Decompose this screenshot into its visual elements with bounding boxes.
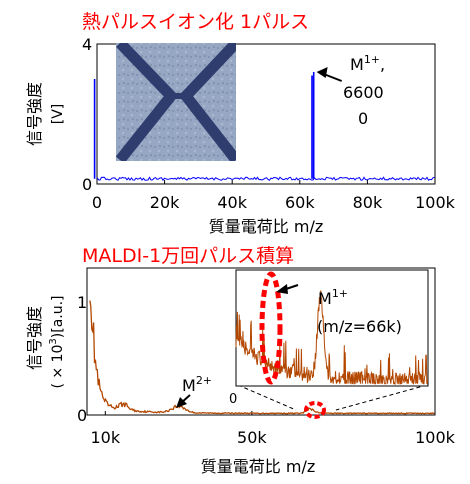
bottom-y-ticks: 01 [77,293,87,425]
top-x-tick-label: 60k [285,193,315,212]
bottom-chart-title: MALDI-1万回パルス積算 [82,245,294,267]
bottom-plot-frame [86,267,436,416]
bottom-x-axis-label: 質量電荷比 m/z [201,457,315,476]
top-y-tick-label: 0 [82,175,92,194]
top-x-tick-label: 0 [92,193,102,212]
top-y-axis-unit: [V] [50,104,66,125]
bottom-series-line [89,300,435,415]
top-peak-arrow [323,73,343,82]
top-peak-label: M1+, [350,53,385,74]
top-x-ticks: 0 20k 40k 60k 80k 100k [92,180,456,212]
inset-y-tick-label: 0 [229,392,237,407]
top-peak-value-line3: 0 [358,109,368,128]
bottom-y-tick-label: 0 [77,406,87,425]
bottom-y-tick-label: 1 [77,293,87,312]
top-plot-frame [96,43,436,185]
bottom-x-ticks: 10k 50k 100k [91,411,456,447]
microscope-x-electrode-photo [116,43,236,161]
top-y-ticks: 04 [82,35,92,194]
main-peak-highlight [304,401,326,419]
inset-peak-highlight [259,271,283,385]
top-peak-value-line2: 6600 [343,83,384,102]
bottom-x-tick-label: 100k [415,428,456,447]
bottom-x-tick-label: 50k [237,428,267,447]
top-peak-arrowhead [316,67,328,78]
top-x-tick-label: 20k [150,193,180,212]
top-x-tick-label: 80k [353,193,383,212]
inset-peak-arrowhead [276,284,288,294]
inset-zoom-guide-left [237,384,297,411]
top-series-spikes [93,72,315,179]
inset-zoom-guide-right [335,384,428,411]
inset-peak-label: M1+ [318,287,348,308]
top-x-axis-label: 質量電荷比 m/z [209,217,323,236]
bottom-y-axis-label: 信号強度 [25,306,44,370]
m2-label: M2+ [182,374,212,395]
top-y-tick-label: 4 [82,35,92,54]
inset-series-line [235,290,429,386]
top-x-tick-label: 40k [217,193,247,212]
top-x-tick-label: 100k [415,193,456,212]
top-chart-title: 熱パルスイオン化 1パルス [82,11,309,33]
bottom-y-axis-unit: ( × 103)[a.u.] [48,295,66,388]
top-series-line [96,176,435,182]
m2-arrowhead [176,397,187,408]
inset-peak-mz: (m/z=66k) [317,317,402,336]
bottom-x-tick-label: 10k [91,428,121,447]
top-y-axis-label: 信号強度 [25,82,44,146]
